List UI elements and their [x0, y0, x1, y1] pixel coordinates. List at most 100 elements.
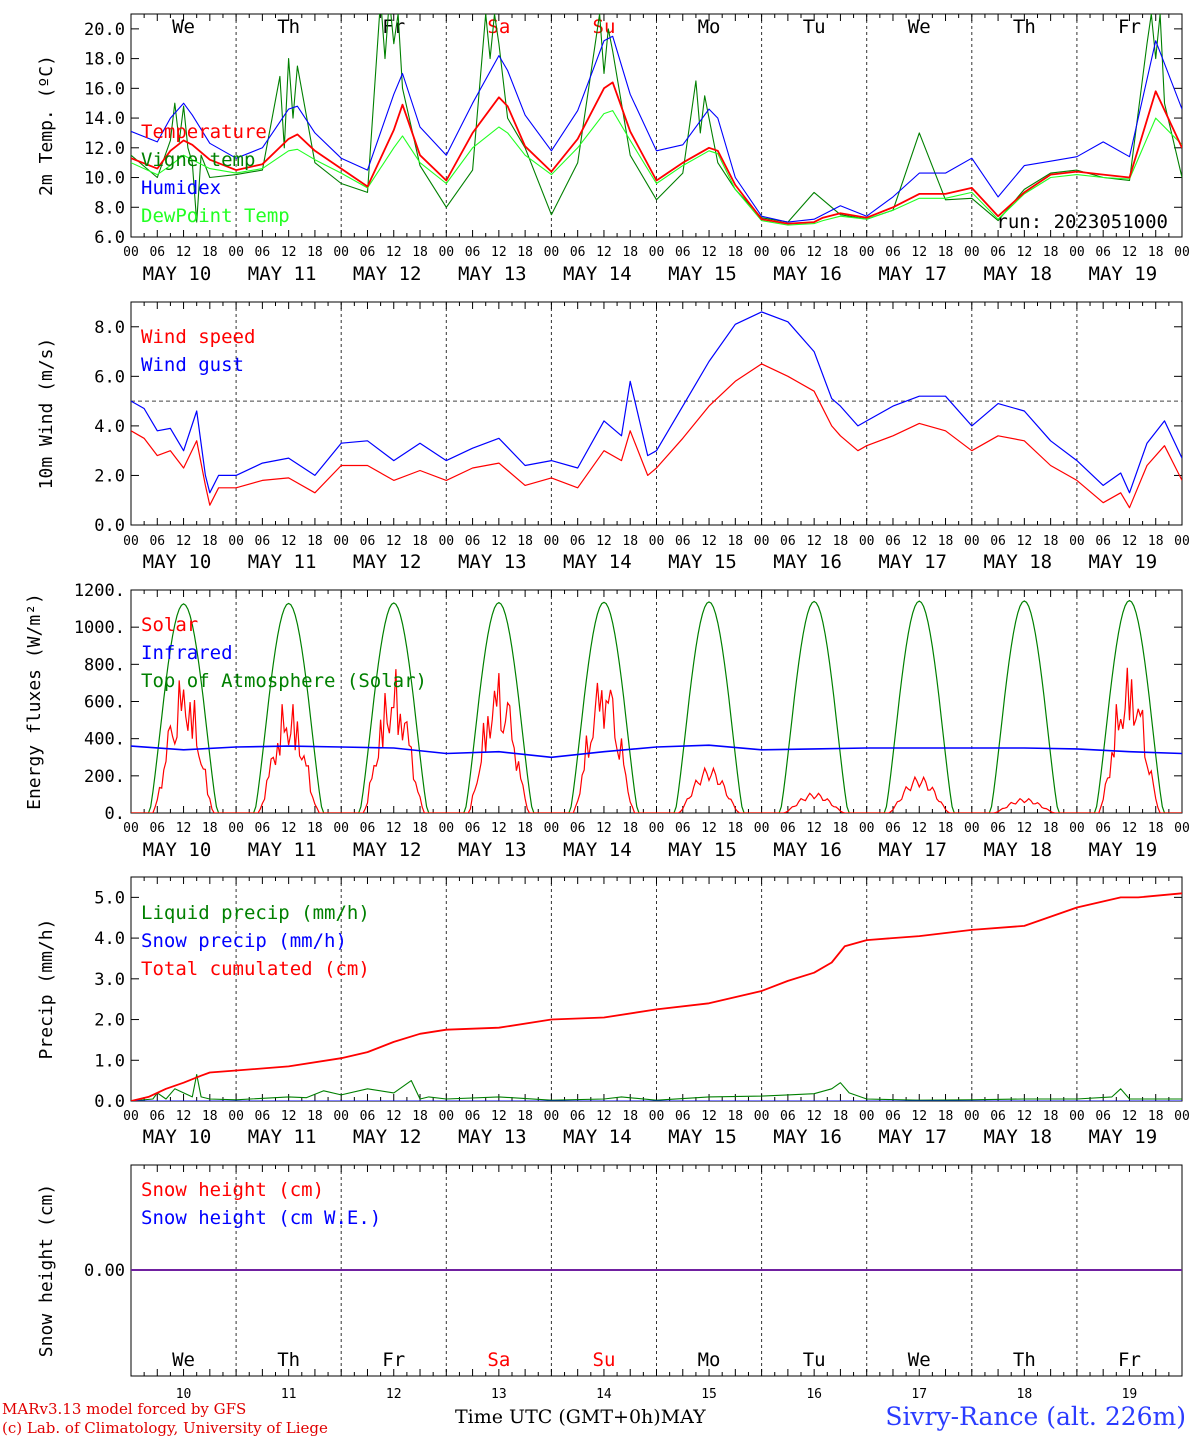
wind-date-label: MAY 17 — [878, 551, 947, 573]
energy-hour-tick-label: 12 — [1122, 821, 1138, 836]
energy-hour-tick-label: 00 — [754, 821, 770, 836]
energy-hour-tick-label: 12 — [176, 821, 192, 836]
energy-ytick-label: 800. — [84, 655, 125, 675]
wind-hour-tick-label: 00 — [964, 534, 980, 549]
temperature-legend-entry: Temperature — [141, 121, 267, 143]
wind-date-label: MAY 19 — [1089, 551, 1158, 573]
energy-hour-tick-label: 12 — [596, 821, 612, 836]
wind-hour-tick-label: 12 — [701, 534, 717, 549]
wind-ytick-label: 0.0 — [94, 516, 125, 536]
series-wind-gust-line — [131, 311, 1182, 494]
wind-hour-tick-label: 06 — [990, 534, 1006, 549]
lab-credit: (c) Lab. of Climatology, University of L… — [2, 1419, 328, 1437]
temperature-hour-tick-label: 18 — [517, 245, 533, 260]
wind-hour-tick-label: 00 — [438, 534, 454, 549]
temperature-hour-tick-label: 18 — [202, 245, 218, 260]
energy-date-label: MAY 13 — [458, 839, 527, 861]
precip-date-label: MAY 16 — [773, 1126, 842, 1148]
temperature-weekday-label: Th — [277, 16, 300, 38]
temperature-hour-tick-label: 12 — [1122, 245, 1138, 260]
temperature-date-label: MAY 17 — [878, 263, 947, 285]
series-humidex-line — [131, 35, 1182, 223]
series-vigne-temp-line — [131, 14, 1182, 223]
precip-date-label: MAY 15 — [668, 1126, 737, 1148]
temperature-hour-tick-label: 00 — [123, 245, 139, 260]
wind-legend-entry: Wind speed — [141, 326, 255, 348]
series-wind-speed-line — [131, 363, 1182, 509]
precip-hour-tick-label: 12 — [1017, 1109, 1033, 1124]
temperature-hour-tick-label: 18 — [833, 245, 849, 260]
precip-hour-tick-label: 06 — [885, 1109, 901, 1124]
precip-hour-tick-label: 18 — [622, 1109, 638, 1124]
snow-weekday-label: Su — [593, 1349, 616, 1371]
wind-hour-tick-label: 12 — [281, 534, 297, 549]
wind-hour-tick-label: 06 — [1095, 534, 1111, 549]
wind-ylabel: 10m Wind (m/s) — [36, 338, 57, 490]
wind-hour-tick-label: 06 — [885, 534, 901, 549]
temperature-hour-tick-label: 00 — [1174, 245, 1190, 260]
energy-hour-tick-label: 00 — [859, 821, 875, 836]
wind-hour-tick-label: 00 — [649, 534, 665, 549]
temperature-hour-tick-label: 12 — [806, 245, 822, 260]
day-number-label: 19 — [1122, 1387, 1138, 1400]
wind-hour-tick-label: 18 — [622, 534, 638, 549]
energy-ylabel: Energy fluxes (W/m²) — [24, 593, 45, 810]
precip-ytick-label: 5.0 — [94, 888, 125, 908]
energy-hour-tick-label: 06 — [360, 821, 376, 836]
energy-date-label: MAY 11 — [248, 839, 317, 861]
temperature-ytick-label: 16.0 — [84, 79, 125, 99]
precip-ytick-label: 1.0 — [94, 1051, 125, 1071]
precip-hour-tick-label: 18 — [202, 1109, 218, 1124]
temperature-hour-tick-label: 06 — [255, 245, 271, 260]
wind-hour-tick-label: 18 — [1043, 534, 1059, 549]
temperature-weekday-label: Mo — [698, 16, 721, 38]
temperature-weekday-label: Tu — [803, 16, 826, 38]
precip-hour-tick-label: 12 — [596, 1109, 612, 1124]
temperature-ytick-label: 10.0 — [84, 169, 125, 189]
temperature-ytick-label: 12.0 — [84, 139, 125, 159]
precip-date-label: MAY 11 — [248, 1126, 317, 1148]
wind-hour-tick-label: 12 — [176, 534, 192, 549]
energy-hour-tick-label: 00 — [544, 821, 560, 836]
precip-hour-tick-label: 18 — [727, 1109, 743, 1124]
temperature-hour-tick-label: 00 — [333, 245, 349, 260]
temperature-hour-tick-label: 00 — [544, 245, 560, 260]
temp-clip-series-group — [131, 14, 1182, 226]
temperature-hour-tick-label: 00 — [649, 245, 665, 260]
precip-hour-tick-label: 18 — [307, 1109, 323, 1124]
snow-ylabel: Snow height (cm) — [36, 1184, 57, 1357]
energy-hour-tick-label: 18 — [412, 821, 428, 836]
wind-hour-tick-label: 00 — [123, 534, 139, 549]
precip-hour-tick-label: 12 — [1122, 1109, 1138, 1124]
temperature-hour-tick-label: 06 — [570, 245, 586, 260]
wind-date-label: MAY 12 — [353, 551, 422, 573]
wind-ytick-label: 8.0 — [94, 318, 125, 338]
temperature-date-label: MAY 18 — [983, 263, 1052, 285]
temperature-ytick-label: 18.0 — [84, 50, 125, 70]
energy-hour-tick-label: 00 — [1069, 821, 1085, 836]
energy-hour-tick-label: 06 — [465, 821, 481, 836]
temperature-weekday-label: We — [908, 16, 931, 38]
precip-hour-tick-label: 00 — [1174, 1109, 1190, 1124]
energy-hour-tick-label: 12 — [1017, 821, 1033, 836]
precip-hour-tick-label: 18 — [938, 1109, 954, 1124]
temperature-hour-tick-label: 06 — [990, 245, 1006, 260]
temperature-hour-tick-label: 18 — [1148, 245, 1164, 260]
temperature-date-label: MAY 11 — [248, 263, 317, 285]
snow-legend-entry: Snow height (cm) — [141, 1179, 324, 1201]
energy-hour-tick-label: 18 — [833, 821, 849, 836]
temperature-date-label: MAY 14 — [563, 263, 632, 285]
wind-hour-tick-label: 18 — [202, 534, 218, 549]
meteogram-chart: 00 06 12 18 00 06 12 18 00 06 12 18 00 06 12 18 00 06 12 18… — [24, 13, 1190, 1400]
wind-hour-tick-label: 12 — [1017, 534, 1033, 549]
wind-date-label: MAY 11 — [248, 551, 317, 573]
wind-ytick-label: 2.0 — [94, 466, 125, 486]
snow-ytick-label: 0.00 — [84, 1261, 125, 1281]
energy-ytick-label: 200. — [84, 767, 125, 787]
precip-legend-entry: Snow precip (mm/h) — [141, 930, 347, 952]
energy-hour-tick-label: 12 — [806, 821, 822, 836]
snow-weekday-label: Tu — [803, 1349, 826, 1371]
temperature-date-label: MAY 12 — [353, 263, 422, 285]
wind-hour-tick-label: 06 — [465, 534, 481, 549]
wind-hour-tick-label: 00 — [1174, 534, 1190, 549]
